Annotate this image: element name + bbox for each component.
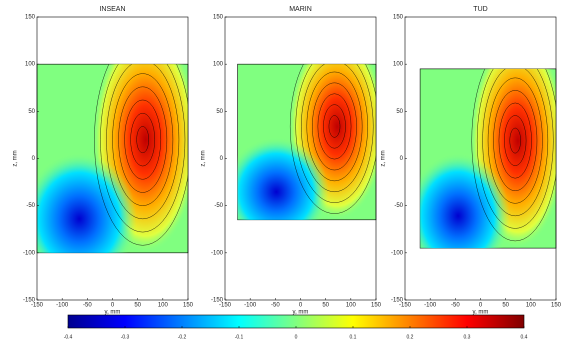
- contour-line: [112, 73, 174, 206]
- x-tick-label: 0: [299, 303, 303, 309]
- x-tick-label: -50: [451, 303, 460, 309]
- x-tick-label: -100: [56, 303, 69, 309]
- y-tick-label: 50: [396, 109, 403, 115]
- contour-line: [94, 64, 188, 246]
- contour-line: [289, 64, 376, 214]
- x-axis-label: y, mm: [473, 310, 489, 316]
- contour-line: [136, 126, 149, 154]
- y-tick-label: -150: [23, 298, 36, 304]
- negative-region: [37, 152, 137, 253]
- y-axis-label: z, mm: [201, 150, 207, 166]
- colorbar-tick-label: 0.3: [464, 334, 471, 340]
- contour-line: [100, 64, 186, 233]
- y-tick-label: -50: [214, 203, 223, 209]
- y-tick-label: -100: [23, 250, 36, 256]
- panel-title: INSEAN: [99, 6, 125, 13]
- contour-line: [493, 90, 538, 191]
- colorbar-tick-label: -0.4: [64, 334, 73, 340]
- y-tick-label: 150: [393, 15, 404, 21]
- colorbar-tick-label: 0: [295, 334, 298, 340]
- x-tick-label: -50: [271, 303, 280, 309]
- contour-line: [306, 71, 363, 182]
- colorbar-tick-label: -0.1: [235, 334, 244, 340]
- y-tick-label: -150: [211, 298, 224, 304]
- contour-line: [476, 68, 554, 229]
- y-tick-label: 0: [220, 156, 224, 162]
- x-tick-label: 0: [111, 303, 115, 309]
- contour-line: [106, 64, 180, 220]
- field-shading: [420, 68, 556, 249]
- x-tick-label: -150: [219, 303, 232, 309]
- contour-line: [323, 104, 346, 149]
- y-tick-label: 150: [213, 15, 224, 21]
- x-tick-label: 100: [346, 303, 357, 309]
- x-tick-label: 0: [479, 303, 483, 309]
- contour-line: [301, 64, 368, 192]
- x-tick-label: -50: [83, 303, 92, 309]
- y-tick-label: 50: [28, 109, 35, 115]
- x-tick-label: 150: [183, 303, 194, 309]
- x-tick-label: -100: [244, 303, 257, 309]
- x-tick-label: 50: [134, 303, 141, 309]
- contour-line: [504, 115, 527, 166]
- panel-title: TUD: [473, 6, 487, 13]
- x-tick-label: 150: [551, 303, 562, 309]
- contour-line: [317, 93, 352, 160]
- contour-line: [118, 86, 168, 193]
- y-axis-label: z, mm: [381, 150, 387, 166]
- y-tick-label: 150: [25, 15, 36, 21]
- colorbar-tick-label: -0.3: [121, 334, 130, 340]
- y-tick-label: -50: [26, 203, 35, 209]
- y-tick-label: 100: [213, 62, 224, 68]
- y-tick-label: -100: [391, 250, 404, 256]
- y-tick-label: -50: [394, 203, 403, 209]
- contour-line: [482, 68, 549, 217]
- y-tick-label: -150: [391, 298, 404, 304]
- colorbar-tick-label: 0.1: [350, 334, 357, 340]
- contour-line: [471, 68, 556, 242]
- contour-line: [509, 127, 521, 154]
- colorbar-tick-label: 0.2: [407, 334, 414, 340]
- panel-title: MARIN: [289, 6, 312, 13]
- x-tick-label: 50: [502, 303, 509, 309]
- x-tick-label: 100: [158, 303, 169, 309]
- x-tick-label: 150: [371, 303, 382, 309]
- colorbar-tick-label: -0.2: [178, 334, 187, 340]
- colorbar-tick-label: 0.4: [521, 334, 528, 340]
- contour-line: [295, 64, 374, 203]
- negative-region: [237, 137, 329, 220]
- contour-line: [487, 77, 543, 204]
- y-tick-label: 100: [25, 62, 36, 68]
- y-axis-label: z, mm: [13, 150, 19, 166]
- field-shading: [37, 64, 188, 253]
- x-tick-label: 50: [322, 303, 329, 309]
- y-tick-label: 0: [32, 156, 36, 162]
- x-tick-label: -100: [424, 303, 437, 309]
- negative-region: [420, 153, 510, 249]
- y-tick-label: 100: [393, 62, 404, 68]
- contour-line: [328, 115, 341, 138]
- contour-line: [124, 99, 162, 180]
- x-axis-label: y, mm: [105, 310, 121, 316]
- x-tick-label: -150: [399, 303, 412, 309]
- x-tick-label: 100: [526, 303, 537, 309]
- y-tick-label: -100: [211, 250, 224, 256]
- x-tick-label: -150: [31, 303, 44, 309]
- y-tick-label: 0: [400, 156, 404, 162]
- field-shading: [237, 64, 376, 220]
- x-axis-label: y, mm: [293, 310, 309, 316]
- contour-line: [130, 113, 155, 167]
- contour-line: [312, 82, 357, 171]
- y-tick-label: 50: [216, 109, 223, 115]
- contour-line: [498, 102, 532, 179]
